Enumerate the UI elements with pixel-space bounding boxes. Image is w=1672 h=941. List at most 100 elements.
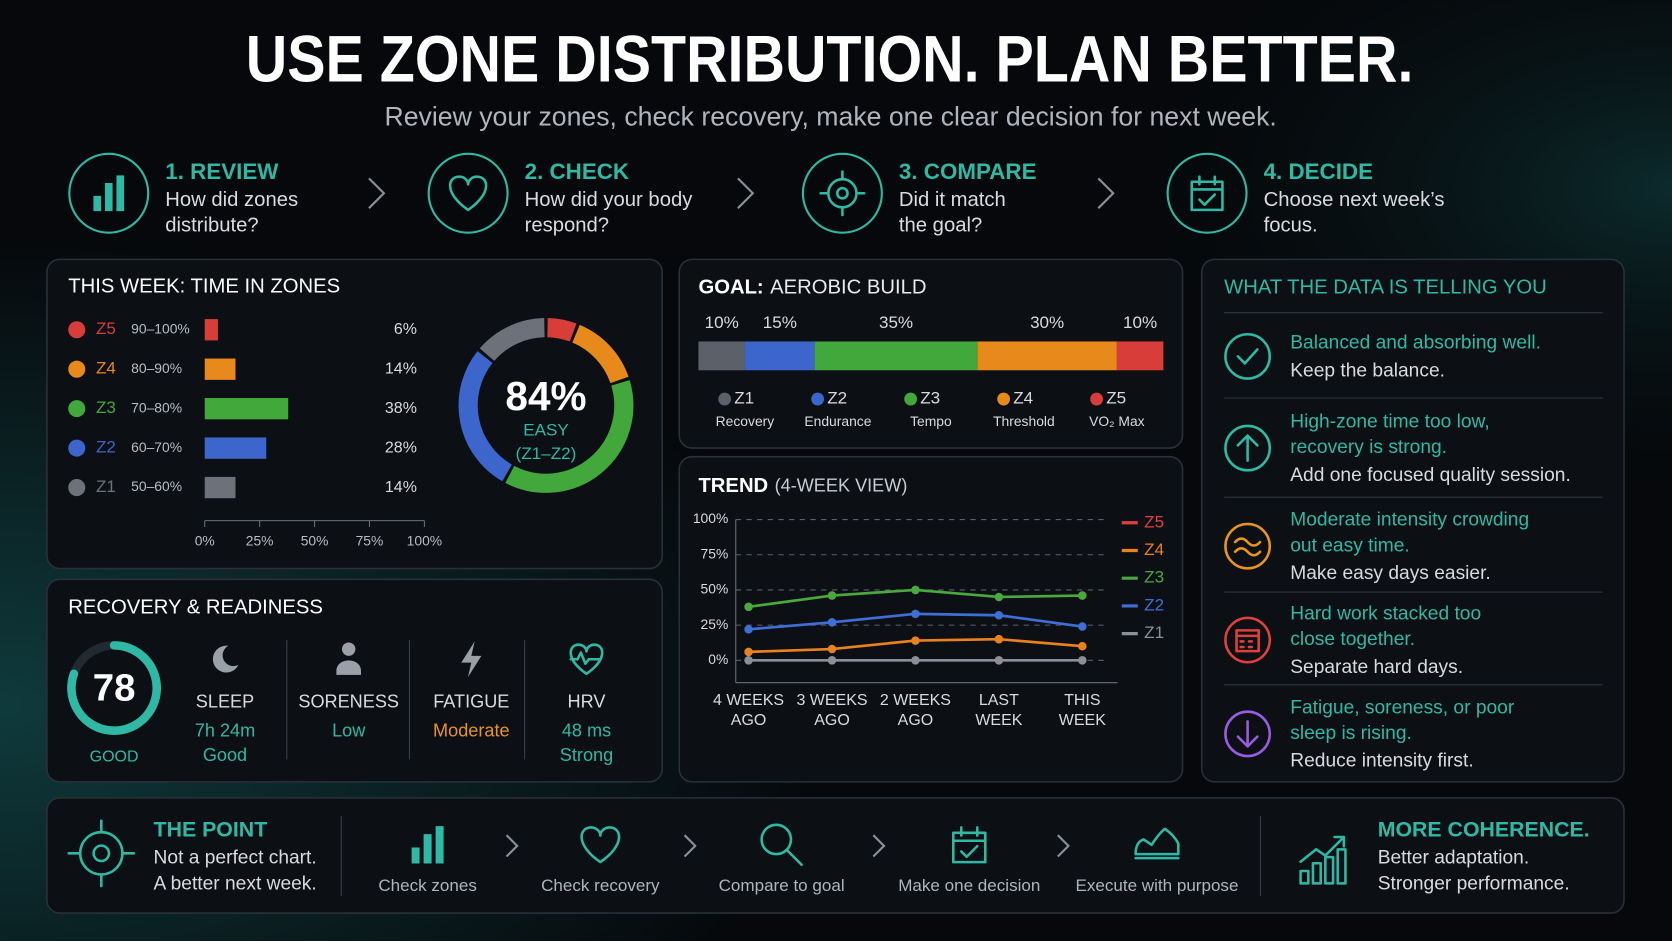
zone-dot xyxy=(68,321,86,339)
icon-target xyxy=(819,170,866,217)
zone-range: 80–90% xyxy=(131,360,182,376)
gauge-arc xyxy=(67,641,161,735)
icon-chartup xyxy=(1299,835,1347,885)
value-label: 28% xyxy=(385,439,417,456)
legend-description: Threshold xyxy=(993,413,1055,429)
zone-range: 50–60% xyxy=(131,478,182,494)
icon-person xyxy=(336,642,362,675)
footer-step: Execute with purpose xyxy=(1075,876,1238,895)
step-text: Did it match xyxy=(899,189,1006,211)
legend-label: Z3 xyxy=(1144,568,1164,587)
footer-text: Not a perfect chart. xyxy=(154,848,317,869)
value-label: 14% xyxy=(385,479,417,496)
footer-text: Stronger performance. xyxy=(1378,873,1570,894)
panel-title: GOAL: xyxy=(698,277,763,299)
point xyxy=(994,610,1004,620)
bar xyxy=(204,476,236,499)
legend-dot xyxy=(904,392,918,406)
step-text: Choose next week’s xyxy=(1264,189,1445,211)
icon-bolt xyxy=(461,641,482,678)
panel-title: RECOVERY & READINESS xyxy=(68,596,323,618)
value-label: 10% xyxy=(705,313,739,332)
zone-dot xyxy=(68,400,86,418)
metric-note: Strong xyxy=(560,745,613,765)
metric-value: Moderate xyxy=(433,721,510,741)
footer-step: Compare to goal xyxy=(719,876,845,895)
x-tick-label: 4 WEEKS AGO xyxy=(713,692,784,729)
step-circle xyxy=(801,152,883,234)
insight-heading: Moderate intensity crowding xyxy=(1290,510,1529,531)
metric-value: 48 ms xyxy=(562,721,611,741)
bar xyxy=(204,437,267,459)
stacked-segment xyxy=(698,341,745,371)
donut-segment xyxy=(546,318,577,342)
x-tick-label: 0% xyxy=(195,533,215,549)
footer-text: A better next week. xyxy=(154,873,317,894)
legend-label: Z5 xyxy=(1144,512,1164,531)
point xyxy=(911,609,920,619)
chevron xyxy=(368,177,386,209)
step-title: 4. DECIDE xyxy=(1264,159,1373,184)
insight-action: Separate hard days. xyxy=(1290,657,1463,678)
footer-title: MORE COHERENCE. xyxy=(1378,818,1590,842)
insight-heading: Hard work stacked too xyxy=(1290,604,1481,625)
x-tick-label: THIS WEEK xyxy=(1059,692,1106,729)
y-tick-label: 75% xyxy=(701,545,729,561)
legend-label: Z1 xyxy=(1144,623,1164,642)
zone-name: Z5 xyxy=(96,319,116,338)
legend-name: Z4 xyxy=(1013,389,1033,408)
title: USE ZONE DISTRIBUTION. PLAN BETTER. xyxy=(246,23,1414,97)
step-circle xyxy=(427,152,509,234)
legend-name: Z1 xyxy=(734,389,754,408)
step-text: focus. xyxy=(1264,215,1318,237)
icon-heart xyxy=(448,175,488,212)
panel-title: TREND xyxy=(698,475,768,497)
zone-range: 90–100% xyxy=(131,320,190,336)
step-circle xyxy=(1166,152,1248,234)
bar xyxy=(204,319,218,341)
x-tick-label: 50% xyxy=(301,533,329,549)
x-tick-label: 75% xyxy=(356,533,384,549)
point xyxy=(744,602,753,612)
step-text: respond? xyxy=(525,215,609,237)
point xyxy=(1078,591,1087,600)
value-label: 35% xyxy=(879,313,913,332)
panel-title: THIS WEEK: TIME IN ZONES xyxy=(68,275,340,297)
insight-heading: out easy time. xyxy=(1290,535,1409,556)
icon-bars xyxy=(411,826,444,864)
zone-name: Z3 xyxy=(96,398,116,417)
icon-up xyxy=(1224,424,1272,472)
icon-calendar xyxy=(1190,175,1224,212)
value-label: 30% xyxy=(1030,313,1064,332)
chevron xyxy=(872,834,886,858)
point xyxy=(1078,656,1087,665)
insight-action: Add one focused quality session. xyxy=(1290,465,1571,486)
icon-wave xyxy=(1224,522,1272,570)
icon-calendar xyxy=(952,826,987,864)
metric-label: HRV xyxy=(568,692,606,712)
step-circle xyxy=(68,152,150,234)
insight-action: Make easy days easier. xyxy=(1290,563,1491,584)
step-title: 1. REVIEW xyxy=(165,159,279,184)
chevron xyxy=(683,834,697,858)
donut-label: (Z1–Z2) xyxy=(516,444,577,463)
step-title: 2. CHECK xyxy=(525,159,629,184)
step-title: 3. COMPARE xyxy=(899,159,1037,184)
panel xyxy=(46,578,663,783)
chevron xyxy=(1097,177,1115,209)
legend-dot xyxy=(718,392,732,406)
panel-subtitle: AEROBIC BUILD xyxy=(770,277,926,299)
x-tick-label: 3 WEEKS AGO xyxy=(796,692,867,729)
x-tick-label: 25% xyxy=(246,533,274,549)
chevron xyxy=(505,834,519,858)
point xyxy=(994,634,1004,644)
metric-value: 7h 24m xyxy=(195,721,255,741)
legend-name: Z3 xyxy=(920,389,940,408)
footer-step: Check recovery xyxy=(541,876,660,895)
metric-label: SORENESS xyxy=(298,692,399,712)
legend-dot xyxy=(1090,392,1104,406)
donut-segment xyxy=(571,324,629,384)
point xyxy=(1078,641,1087,651)
value-label: 10% xyxy=(1123,313,1157,332)
x-tick-label: 100% xyxy=(407,533,442,549)
